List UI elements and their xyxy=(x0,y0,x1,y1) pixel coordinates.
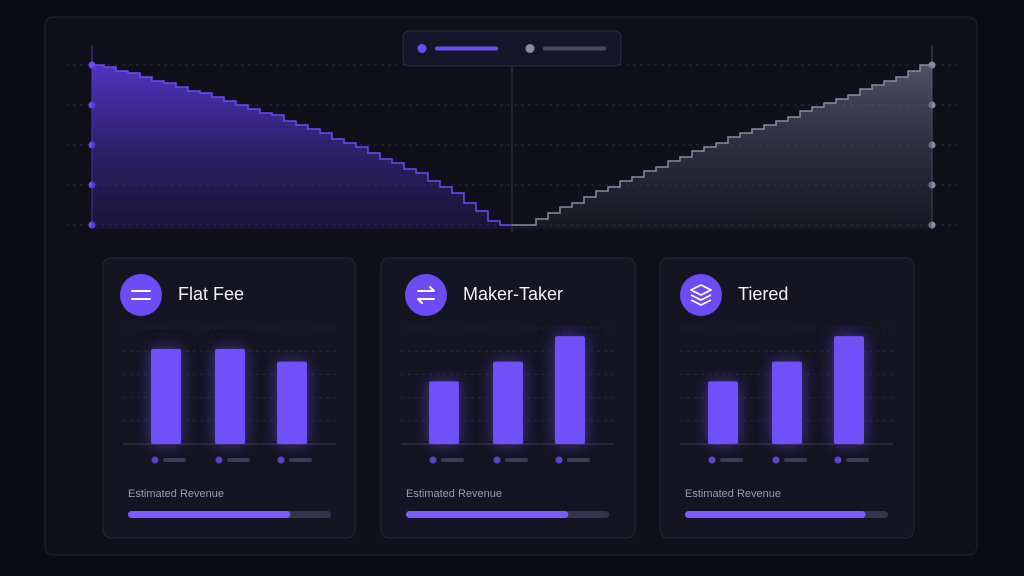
icon xyxy=(131,290,151,300)
bar xyxy=(493,361,523,444)
legend-swatch xyxy=(417,44,427,53)
bar xyxy=(277,361,307,444)
card-title: Flat Fee xyxy=(178,284,244,304)
bar xyxy=(772,361,802,444)
revenue-label: Estimated Revenue xyxy=(406,488,502,500)
depth-chart xyxy=(66,45,958,232)
bar xyxy=(708,381,738,444)
icon xyxy=(417,286,435,304)
label-placeholder xyxy=(163,458,186,462)
label-dot xyxy=(215,456,223,464)
label-placeholder xyxy=(720,458,743,462)
revenue-label: Estimated Revenue xyxy=(685,488,781,500)
bar xyxy=(429,381,459,444)
revenue-fill xyxy=(128,511,291,518)
legend-swatch xyxy=(525,44,535,53)
label-dot xyxy=(708,456,716,464)
legend xyxy=(402,30,622,67)
card-title: Tiered xyxy=(738,284,788,304)
depth-line xyxy=(512,64,932,226)
icon-bg xyxy=(120,274,162,316)
card-title: Maker-Taker xyxy=(463,284,563,304)
bar xyxy=(215,348,245,444)
label-placeholder xyxy=(505,458,528,462)
icon xyxy=(690,284,712,306)
legend-placeholder xyxy=(543,46,606,51)
legend-items xyxy=(417,44,606,53)
label-placeholder xyxy=(567,458,590,462)
bar xyxy=(834,336,864,444)
bar xyxy=(151,348,181,444)
depth-line xyxy=(92,64,512,226)
label-placeholder xyxy=(784,458,807,462)
icon-bg xyxy=(405,274,447,316)
label-dot xyxy=(555,456,563,464)
label-placeholder xyxy=(441,458,464,462)
label-dot xyxy=(429,456,437,464)
label-dot xyxy=(277,456,285,464)
label-placeholder xyxy=(227,458,250,462)
revenue-fill xyxy=(685,511,866,518)
depth-area xyxy=(92,65,512,229)
card-charts xyxy=(123,327,893,518)
legend-placeholder xyxy=(435,46,498,51)
label-dot xyxy=(834,456,842,464)
label-placeholder xyxy=(846,458,869,462)
label-dot xyxy=(151,456,159,464)
bar xyxy=(555,336,585,444)
revenue-label: Estimated Revenue xyxy=(128,488,224,500)
label-dot xyxy=(772,456,780,464)
label-placeholder xyxy=(289,458,312,462)
revenue-fill xyxy=(406,511,569,518)
depth-area xyxy=(512,65,932,229)
label-dot xyxy=(493,456,501,464)
